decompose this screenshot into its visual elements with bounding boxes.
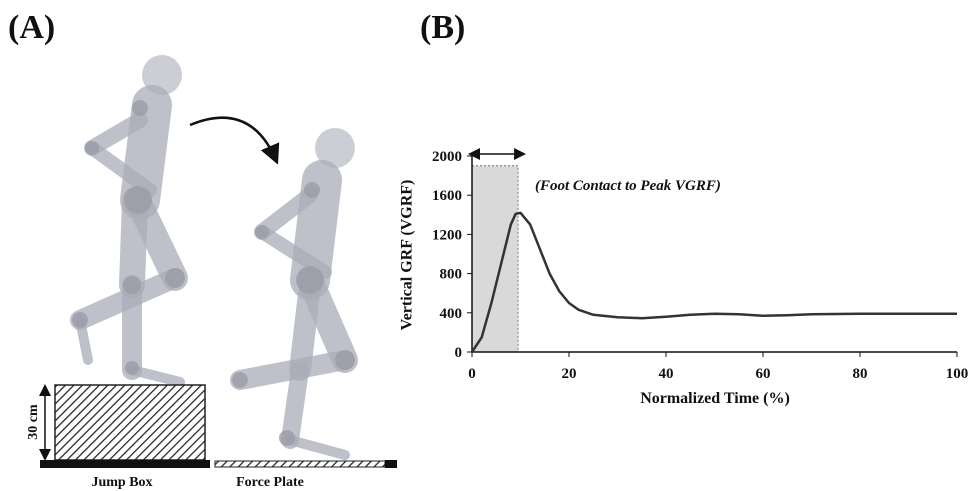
- force-plate: [214, 460, 386, 468]
- jump-box: [54, 384, 206, 461]
- y-tick-label: 1600: [432, 188, 462, 204]
- y-tick-label: 0: [455, 345, 463, 361]
- y-tick-label: 800: [440, 267, 463, 283]
- force-plate-label: Force Plate: [236, 475, 304, 490]
- plate-end: [385, 460, 397, 468]
- y-tick-label: 400: [440, 306, 463, 322]
- x-tick-label: 40: [659, 366, 674, 382]
- box-height: 30 cm: [26, 404, 41, 440]
- jump-box-label: Jump Box: [91, 475, 152, 490]
- x-axis-label: Normalized Time (%): [640, 390, 790, 407]
- person-on-box: [70, 55, 188, 387]
- highlight-region: [471, 165, 519, 353]
- x-tick-label: 100: [946, 366, 969, 382]
- panel-label: (A): [8, 9, 55, 46]
- y-tick-label: 1200: [432, 227, 462, 243]
- x-tick-label: 80: [853, 366, 868, 382]
- y-tick-label: 2000: [432, 149, 462, 165]
- motion-arrow: [189, 116, 280, 165]
- x-tick-label: 20: [562, 366, 577, 382]
- annotation: (Foot Contact to Peak VGRF): [535, 178, 721, 194]
- y-axis-label: Vertical GRF (VGRF): [399, 180, 416, 331]
- panel-label: (B): [420, 9, 465, 46]
- x-tick-label: 0: [468, 366, 476, 382]
- box-base: [40, 460, 210, 468]
- x-tick-label: 60: [756, 366, 771, 382]
- person-on-plate: [230, 128, 358, 460]
- data-line: [470, 211, 957, 353]
